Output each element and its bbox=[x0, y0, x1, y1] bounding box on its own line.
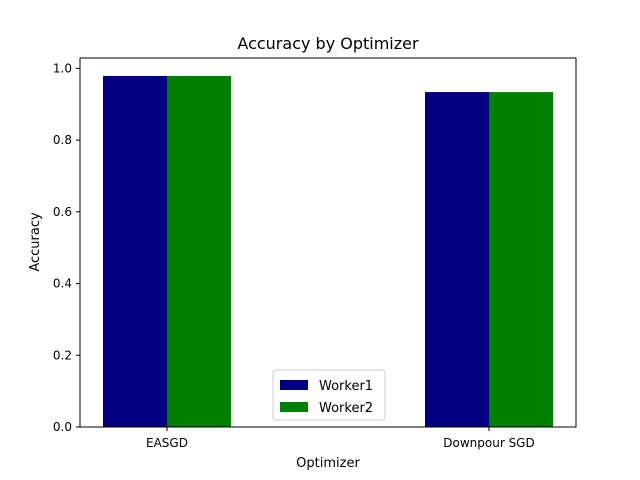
x-tick-label: Downpour SGD bbox=[443, 436, 534, 450]
legend-label-worker2: Worker2 bbox=[319, 401, 373, 416]
y-tick-label: 1.0 bbox=[53, 61, 72, 75]
plot-frame bbox=[79, 57, 577, 428]
legend-label-worker1: Worker1 bbox=[319, 379, 373, 394]
bar-worker2-downpour-sgd bbox=[489, 92, 553, 428]
legend-swatch-worker2 bbox=[280, 402, 308, 412]
y-tick-label: 0.0 bbox=[53, 420, 72, 434]
bar-worker2-easgd bbox=[167, 75, 231, 428]
y-tick-label: 0.2 bbox=[53, 348, 72, 362]
chart-title: Accuracy by Optimizer bbox=[237, 34, 419, 53]
y-axis-ticks: 0.0 0.2 0.4 0.6 0.8 1.0 bbox=[53, 61, 80, 434]
x-tick-label: EASGD bbox=[146, 436, 188, 450]
bars-group bbox=[103, 75, 553, 428]
x-axis-label: Optimizer bbox=[296, 456, 360, 471]
x-axis-ticks: EASGD Downpour SGD bbox=[146, 427, 535, 450]
bar-worker1-easgd bbox=[103, 75, 167, 428]
legend-swatch-worker1 bbox=[280, 380, 308, 390]
y-tick-label: 0.4 bbox=[53, 277, 72, 291]
y-axis-label: Accuracy bbox=[28, 212, 43, 272]
bar-worker1-downpour-sgd bbox=[425, 92, 489, 428]
y-tick-label: 0.8 bbox=[53, 133, 72, 147]
legend: Worker1 Worker2 bbox=[272, 369, 386, 421]
y-tick-label: 0.6 bbox=[53, 205, 72, 219]
